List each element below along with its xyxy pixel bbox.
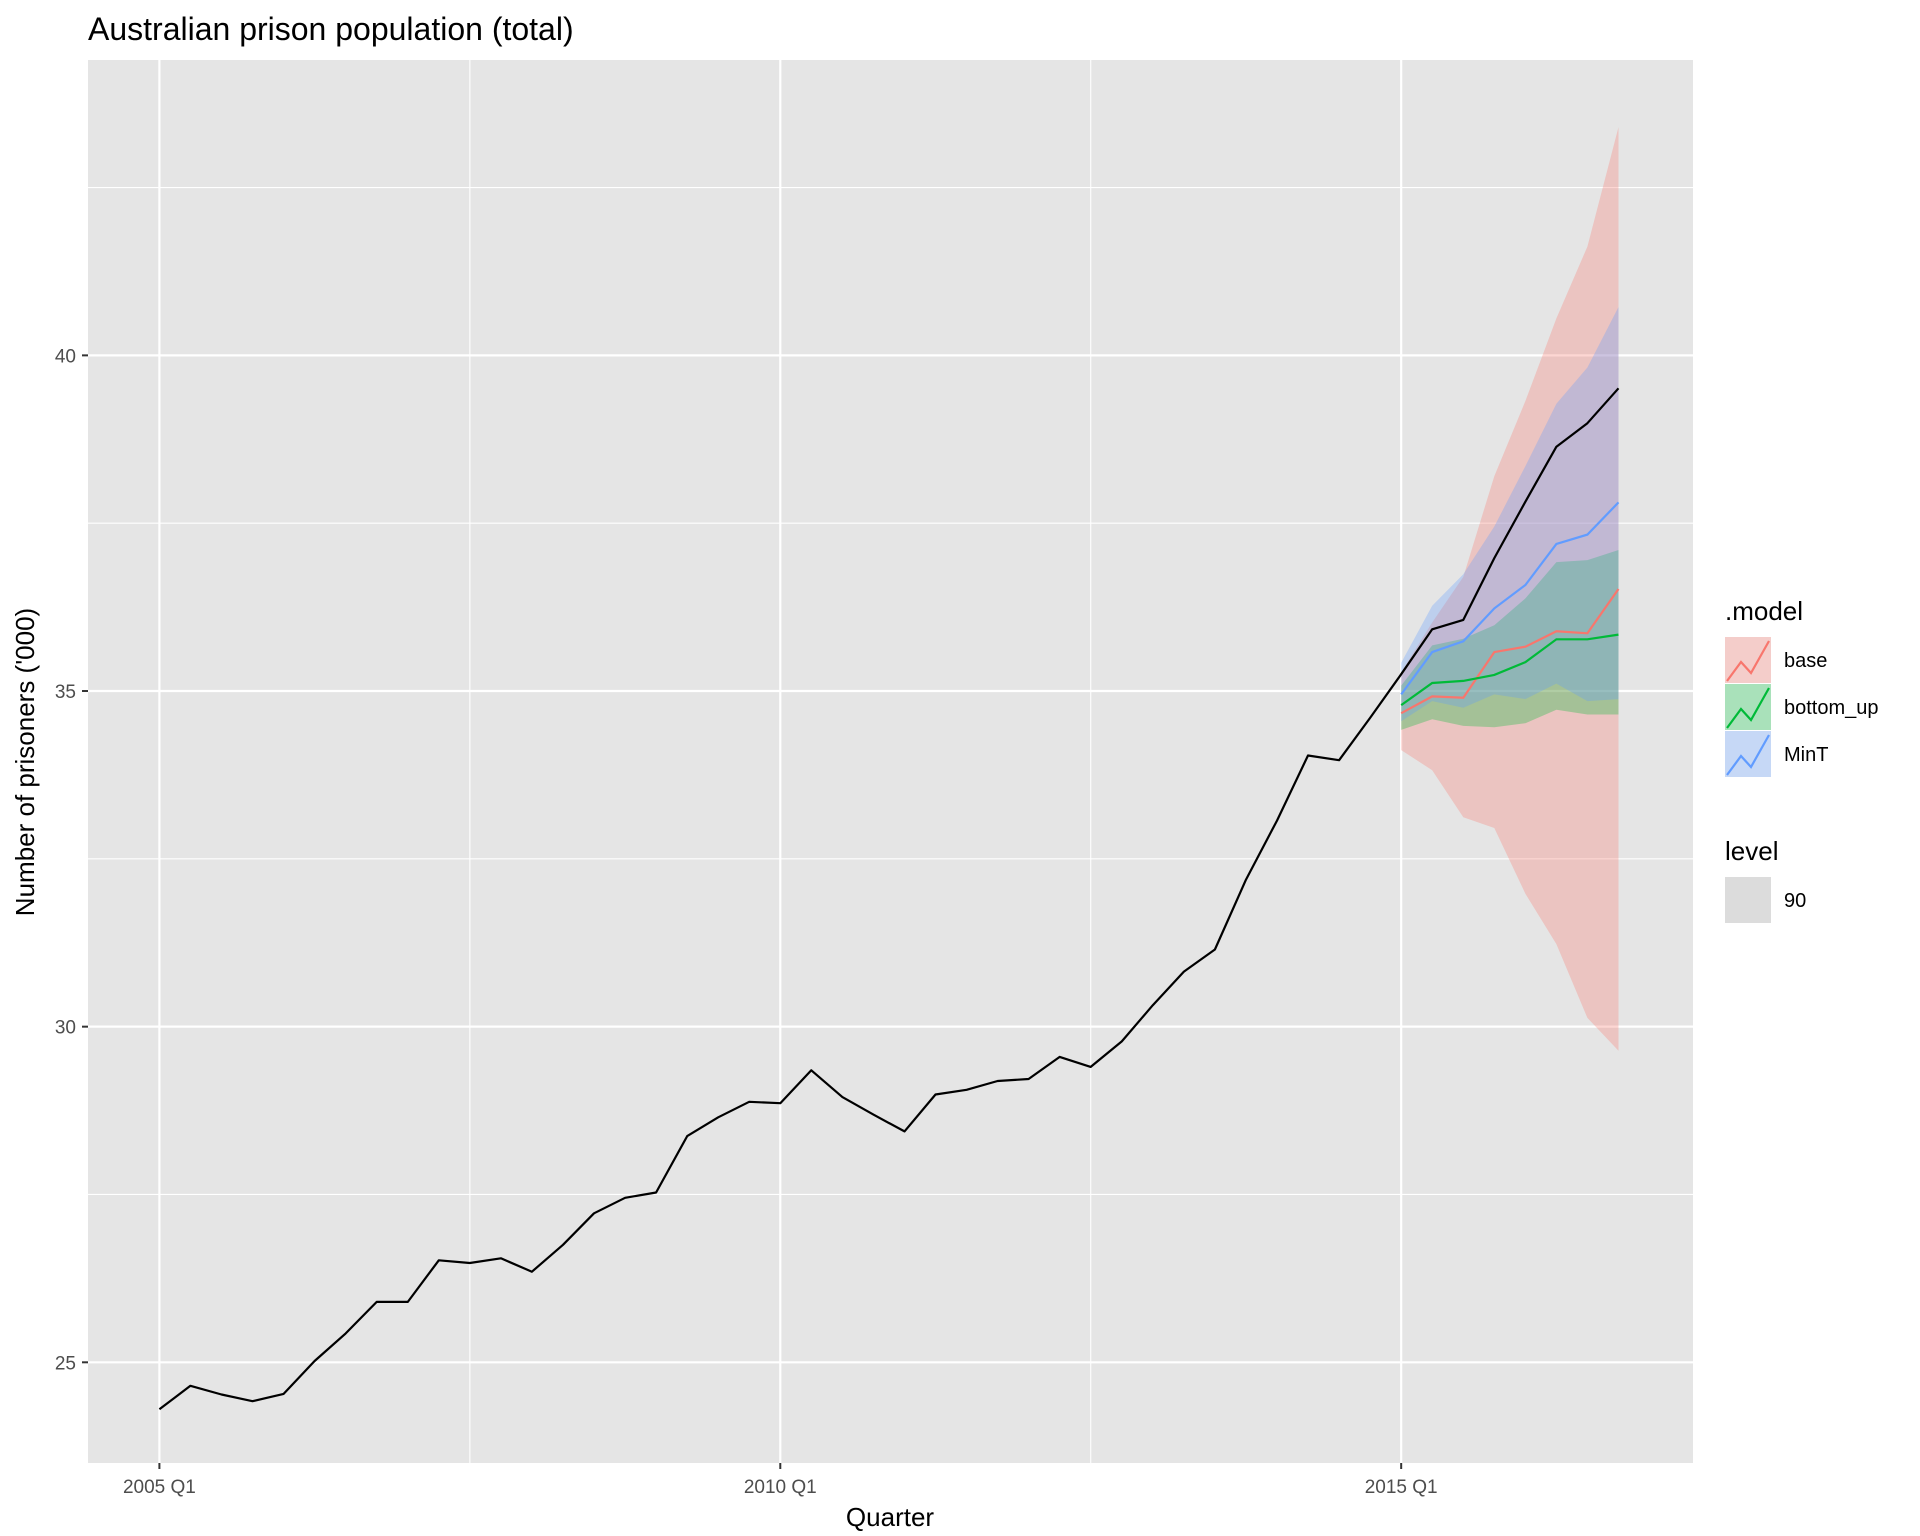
legend-key-line — [1726, 734, 1770, 776]
axes: 25 30 35 40 2005 Q1 2010 Q1 2015 Q1 — [55, 346, 1438, 1498]
legend-key-level — [1725, 877, 1771, 923]
legend-label: bottom_up — [1784, 697, 1879, 719]
legend-key-line — [1726, 640, 1770, 682]
major-gridlines — [88, 60, 1693, 1463]
y-axis-title: Number of prisoners ('000) — [10, 608, 40, 916]
chart-title: Australian prison population (total) — [88, 11, 574, 47]
series-lines — [158, 387, 1620, 1411]
legend-label: 90 — [1784, 890, 1806, 912]
forecast-line-bottom_up — [1400, 633, 1619, 706]
legend-key-fill — [1725, 684, 1771, 730]
y-tick-label: 30 — [55, 1018, 76, 1039]
x-axis-title: Quarter — [846, 1502, 934, 1532]
legend-label: MinT — [1784, 744, 1828, 766]
y-tick-label: 40 — [55, 346, 76, 367]
legend-key-bg — [1725, 731, 1771, 777]
forecast-line-MinT — [1400, 501, 1620, 696]
legend-key-fill — [1725, 731, 1771, 777]
interval-90-bottom_up — [1401, 550, 1619, 730]
legend-title-model: .model — [1725, 596, 1803, 626]
legend-key-bg — [1725, 637, 1771, 683]
interval-90-base — [1401, 127, 1619, 1051]
plot-panel — [88, 60, 1693, 1463]
legend-key-bg — [1725, 684, 1771, 730]
prediction-intervals — [1401, 127, 1619, 1051]
forecast-line-base — [1400, 588, 1620, 715]
legend-key-fill — [1725, 637, 1771, 683]
legend-label: base — [1784, 650, 1827, 672]
legend-title-level: level — [1725, 836, 1778, 866]
interval-90-MinT — [1401, 307, 1619, 722]
y-tick-label: 35 — [55, 682, 76, 703]
y-tick-label: 25 — [55, 1353, 76, 1374]
actual-line — [158, 387, 1620, 1411]
x-tick-label: 2015 Q1 — [1365, 1477, 1438, 1498]
x-tick-label: 2010 Q1 — [744, 1477, 817, 1498]
minor-gridlines — [88, 60, 1693, 1463]
x-tick-label: 2005 Q1 — [123, 1477, 196, 1498]
legend-key-line — [1726, 687, 1770, 729]
legend: .model base bottom_up MinT level 90 — [1725, 596, 1879, 923]
